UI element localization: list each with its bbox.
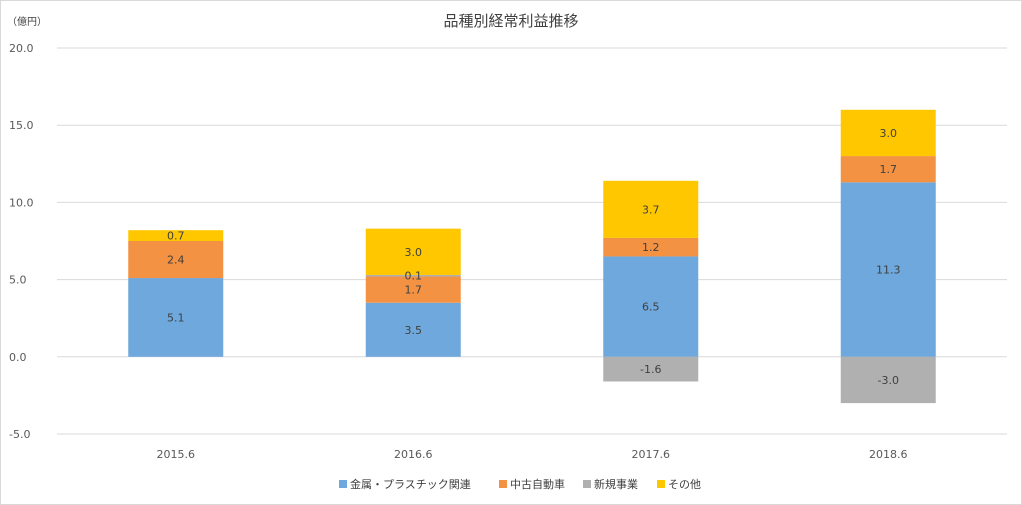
bar-segment: [840, 182, 936, 357]
y-tick-label: 0.0: [9, 351, 27, 364]
y-axis-unit-label: （億円）: [7, 15, 47, 28]
x-tick-label: 2017.6: [632, 448, 671, 461]
axis-layer: 20.0 15.0 10.0 5.0 0.0 -5.0 2015.6 2016.6 2017.6…: [9, 42, 908, 461]
data-label: 1.7: [880, 163, 898, 176]
bar-segment: [840, 156, 936, 183]
bar-segment: [128, 241, 224, 279]
chart-title: 品種別経常利益推移: [443, 12, 578, 30]
data-label: 1.2: [642, 241, 660, 254]
bar-segment: [128, 230, 224, 241]
data-label: 5.1: [167, 311, 185, 324]
data-label: 0.1: [405, 270, 423, 283]
data-label: 3.0: [880, 127, 898, 140]
legend-swatch: [657, 480, 665, 488]
data-label: -1.6: [640, 363, 661, 376]
x-tick-label: 2018.6: [869, 448, 908, 461]
legend-swatch: [499, 480, 507, 488]
legend-label: 中古自動車: [510, 477, 565, 491]
bar-segment: [365, 274, 461, 277]
data-label: 6.5: [642, 301, 660, 314]
data-label: 2.4: [167, 254, 185, 267]
legend-swatch: [583, 480, 591, 488]
x-tick-label: 2015.6: [157, 448, 196, 461]
y-tick-label: 10.0: [9, 196, 34, 209]
y-tick-label: 15.0: [9, 119, 34, 132]
y-tick-label: 5.0: [9, 274, 27, 287]
bar-segment: [365, 228, 461, 275]
legend-label: 新規事業: [594, 477, 638, 491]
x-tick-label: 2016.6: [394, 448, 433, 461]
bar-segment: [603, 180, 699, 238]
data-label: 0.7: [167, 230, 185, 243]
bar-segment: [603, 356, 699, 382]
bar-segment: [365, 276, 461, 303]
legend: 金属・プラスチック関連 中古自動車 新規事業 その他: [339, 477, 701, 491]
y-tick-label: 20.0: [9, 42, 34, 55]
labels-layer: 5.12.40.73.51.70.13.06.51.2-1.63.711.31.…: [167, 127, 901, 387]
bar-segment: [365, 302, 461, 357]
data-label: 3.5: [405, 324, 423, 337]
bar-segment: [840, 109, 936, 157]
legend-label: 金属・プラスチック関連: [350, 477, 471, 491]
data-label: 1.7: [405, 284, 423, 297]
data-label: -3.0: [878, 374, 899, 387]
bars-layer: [128, 109, 936, 404]
y-tick-label: -5.0: [9, 428, 30, 441]
bar-segment: [603, 237, 699, 257]
bar-segment: [128, 278, 224, 357]
bar-segment: [603, 256, 699, 357]
legend-swatch: [339, 480, 347, 488]
data-label: 3.7: [642, 203, 660, 216]
data-label: 11.3: [876, 264, 901, 277]
data-label: 3.0: [405, 246, 423, 259]
bar-segment: [840, 356, 936, 404]
legend-label: その他: [668, 478, 701, 491]
